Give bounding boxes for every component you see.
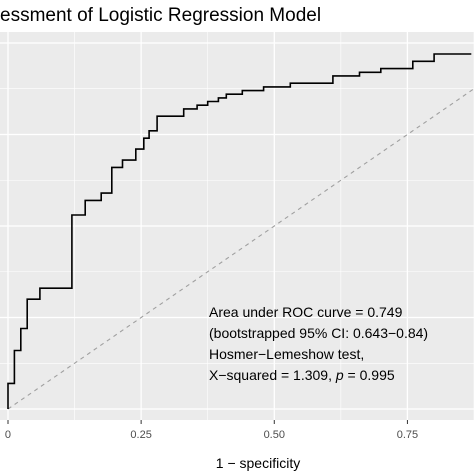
chart-title: essment of Logistic Regression Model bbox=[0, 5, 321, 26]
ci-annotation: (bootstrapped 95% CI: 0.643−0.84) bbox=[209, 325, 428, 341]
xsquared-annotation: X−squared = 1.309, p = 0.995 bbox=[209, 367, 395, 383]
xsquared-text: X−squared = 1.309, bbox=[209, 367, 336, 383]
stats-annotation: Area under ROC curve = 0.749 (bootstrapp… bbox=[209, 304, 428, 383]
x-tick-label: 0.50 bbox=[264, 429, 285, 441]
reference-diagonal-line bbox=[7, 88, 474, 410]
x-tick-label: 0.75 bbox=[397, 429, 418, 441]
hl-test-annotation: Hosmer−Lemeshow test, bbox=[209, 346, 364, 362]
x-axis-label: 1 − specificity bbox=[216, 455, 300, 471]
x-tick-label: 0.25 bbox=[130, 429, 151, 441]
roc-curve-line bbox=[7, 53, 472, 409]
auc-annotation: Area under ROC curve = 0.749 bbox=[209, 304, 403, 320]
x-axis-ticks: 0 0.25 0.50 0.75 bbox=[5, 420, 418, 441]
p-symbol: p bbox=[335, 367, 344, 383]
x-tick-label: 0 bbox=[5, 429, 11, 441]
p-value-text: = 0.995 bbox=[344, 367, 395, 383]
